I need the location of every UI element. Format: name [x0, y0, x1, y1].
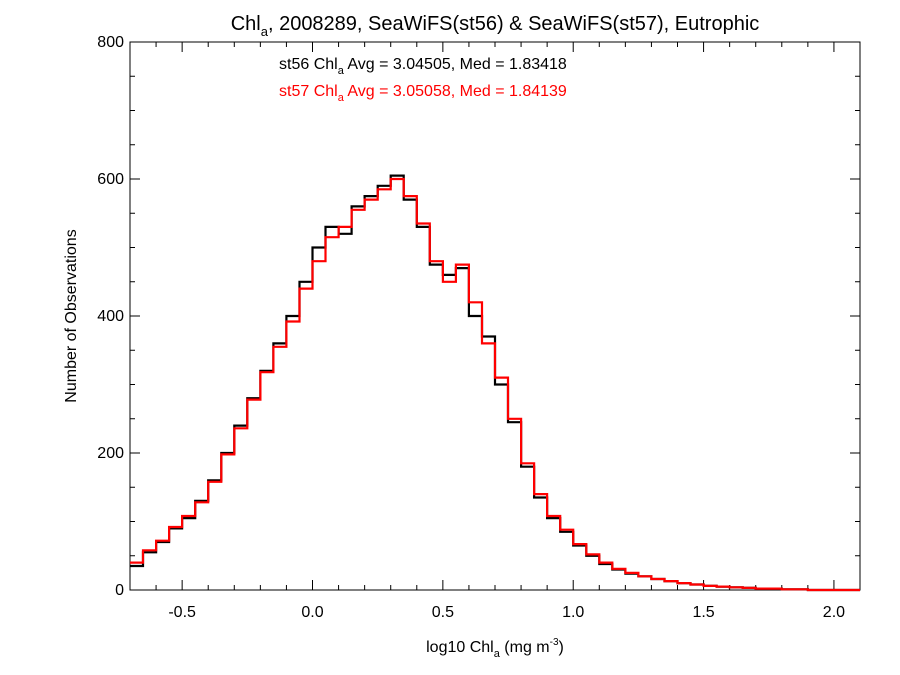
y-axis-label: Number of Observations — [63, 229, 80, 402]
y-axis: 0 200 400 600 800 — [97, 34, 860, 599]
series-line-st56 — [130, 174, 860, 592]
y-tick-label: 200 — [97, 445, 124, 462]
x-tick-label: 0.0 — [301, 604, 323, 621]
plot-frame — [129, 41, 861, 591]
annotation-st57: st57 Chla Avg = 3.05058, Med = 1.84139 — [279, 83, 567, 104]
x-tick-label: -0.5 — [168, 604, 196, 621]
y-tick-label: 0 — [115, 582, 124, 599]
x-tick-label: 1.0 — [562, 604, 584, 621]
y-tick-label: 800 — [97, 34, 124, 51]
x-axis: -0.5 0.0 0.5 1.0 1.5 2.0 — [129, 42, 861, 621]
series-layer — [130, 174, 860, 592]
series-line-st57 — [130, 177, 860, 592]
y-tick-label: 400 — [97, 308, 124, 325]
annotation-st56: st56 Chla Avg = 3.04505, Med = 1.83418 — [279, 56, 567, 77]
y-tick-label: 600 — [97, 171, 124, 188]
x-axis-label: log10 Chla (mg m-3) — [426, 637, 564, 660]
x-tick-label: 0.5 — [432, 604, 454, 621]
x-tick-label: 2.0 — [823, 604, 845, 621]
x-tick-label: 1.5 — [692, 604, 714, 621]
chart-title: Chla, 2008289, SeaWiFS(st56) & SeaWiFS(s… — [231, 13, 760, 39]
